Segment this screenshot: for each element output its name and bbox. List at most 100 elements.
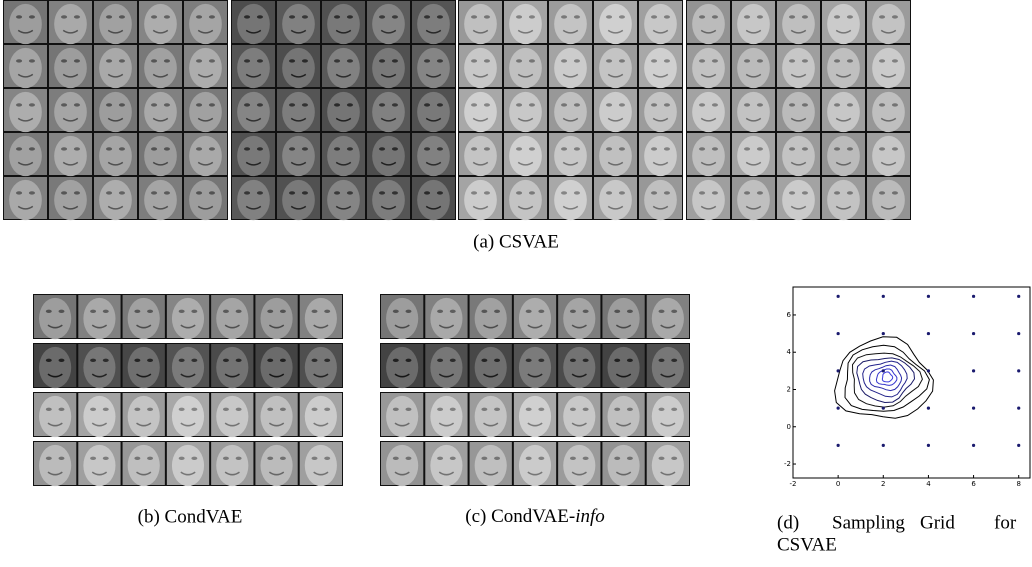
face-eye bbox=[222, 309, 229, 314]
face-eye bbox=[73, 191, 80, 195]
x-tick-label: 6 bbox=[971, 480, 976, 488]
face-mouth bbox=[380, 73, 397, 78]
face-image bbox=[211, 393, 254, 438]
face-eye bbox=[118, 191, 125, 195]
face-skin bbox=[872, 135, 905, 177]
face-eye bbox=[391, 147, 398, 151]
face-eye bbox=[424, 15, 431, 19]
face-eye bbox=[626, 358, 633, 363]
face-eye bbox=[379, 59, 386, 63]
face-mouth bbox=[245, 161, 262, 166]
face-mouth bbox=[425, 73, 442, 78]
face-eye bbox=[699, 15, 706, 19]
face-image bbox=[367, 45, 410, 89]
face-skin bbox=[554, 3, 587, 45]
face-eye bbox=[147, 358, 154, 363]
face-eye bbox=[45, 407, 52, 412]
face-mouth bbox=[745, 161, 762, 166]
face-skin bbox=[327, 135, 360, 177]
face-skin bbox=[171, 346, 205, 389]
face-image bbox=[549, 1, 592, 45]
face-skin bbox=[9, 47, 42, 89]
grid-point bbox=[926, 443, 931, 447]
face-skin bbox=[644, 135, 677, 177]
face-image bbox=[687, 177, 730, 221]
face-eye bbox=[151, 147, 158, 151]
face-eye bbox=[528, 15, 535, 19]
face-eye bbox=[606, 147, 613, 151]
face-eye bbox=[163, 147, 170, 151]
face-eye bbox=[90, 309, 97, 314]
face-eye bbox=[801, 103, 808, 107]
face-image bbox=[78, 393, 121, 438]
face-eye bbox=[481, 358, 488, 363]
face-eye bbox=[102, 456, 109, 461]
face-eye bbox=[391, 15, 398, 19]
face-eye bbox=[711, 147, 718, 151]
face-eye bbox=[208, 59, 215, 63]
face-mouth bbox=[17, 161, 34, 166]
face-eye bbox=[891, 103, 898, 107]
face-eye bbox=[516, 191, 523, 195]
face-mouth bbox=[107, 29, 124, 34]
face-eye bbox=[481, 309, 488, 314]
face-eye bbox=[744, 103, 751, 107]
face-skin bbox=[827, 179, 860, 221]
face-skin bbox=[99, 47, 132, 89]
face-skin bbox=[827, 91, 860, 133]
face-image bbox=[166, 295, 210, 340]
face-eye bbox=[436, 103, 443, 107]
face-eye bbox=[651, 103, 658, 107]
face-eye bbox=[244, 103, 251, 107]
face-skin bbox=[474, 346, 507, 389]
face-skin bbox=[644, 91, 677, 133]
face-skin bbox=[237, 3, 270, 45]
face-mouth bbox=[607, 205, 624, 210]
face-eye bbox=[437, 407, 444, 412]
face-mouth bbox=[197, 117, 214, 122]
face-image bbox=[646, 295, 689, 340]
face-mouth bbox=[62, 161, 79, 166]
face-eye bbox=[561, 147, 568, 151]
face-eye bbox=[256, 147, 263, 151]
face-eye bbox=[606, 103, 613, 107]
face-eye bbox=[525, 407, 532, 412]
caption-d-4: for bbox=[994, 512, 1017, 533]
face-mouth bbox=[615, 422, 632, 427]
face-skin bbox=[39, 395, 72, 438]
face-eye bbox=[801, 59, 808, 63]
face-mouth bbox=[527, 422, 543, 427]
face-eye bbox=[289, 147, 296, 151]
face-image bbox=[78, 344, 121, 389]
face-mouth bbox=[483, 324, 499, 329]
face-image bbox=[594, 177, 637, 221]
face-eye bbox=[789, 191, 796, 195]
face-eye bbox=[651, 191, 658, 195]
face-eye bbox=[151, 59, 158, 63]
face-eye bbox=[436, 59, 443, 63]
caption-d-2: Sampling bbox=[832, 512, 905, 533]
face-eye bbox=[471, 59, 478, 63]
face-image bbox=[34, 295, 77, 340]
face-skin bbox=[327, 47, 360, 89]
face-mouth bbox=[700, 205, 717, 210]
face-mouth bbox=[91, 471, 108, 476]
face-skin bbox=[644, 3, 677, 45]
face-mouth bbox=[335, 73, 352, 78]
face-eye bbox=[379, 191, 386, 195]
face-eye bbox=[663, 103, 670, 107]
face-eye bbox=[106, 147, 113, 151]
face-image bbox=[211, 442, 254, 487]
face-eye bbox=[801, 191, 808, 195]
face-skin bbox=[509, 91, 542, 133]
face-eye bbox=[102, 358, 109, 363]
face-image bbox=[78, 442, 121, 487]
face-image bbox=[732, 45, 775, 89]
face-eye bbox=[834, 103, 841, 107]
face-image bbox=[513, 295, 557, 340]
face-mouth bbox=[197, 161, 214, 166]
face-eye bbox=[61, 191, 68, 195]
face-image bbox=[425, 295, 468, 340]
face-skin bbox=[417, 91, 450, 133]
